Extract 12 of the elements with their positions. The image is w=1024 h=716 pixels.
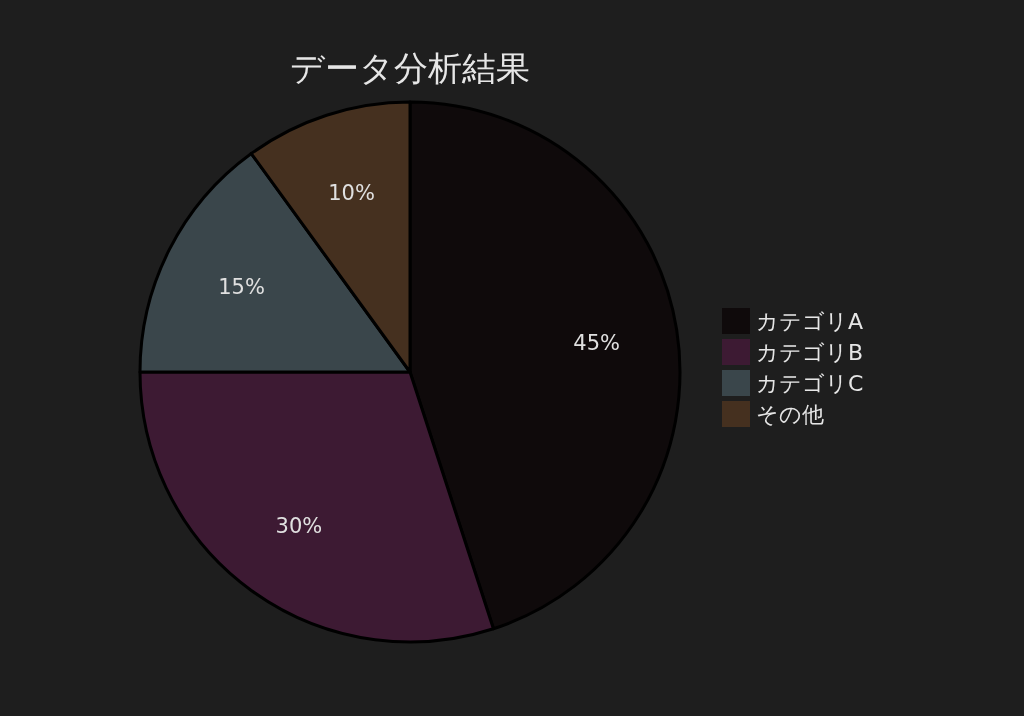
data-label: 10% [328,181,375,206]
legend-label: カテゴリB [756,340,864,365]
legend-label: カテゴリC [756,371,864,396]
data-label: 30% [275,513,323,538]
data-label: 15% [218,275,265,300]
data-label: 45% [573,331,621,356]
pie-slice [138,370,495,643]
pie-slice [408,100,682,631]
chart-title: データ分析結果 [290,48,530,88]
pie-slice [138,152,412,374]
legend-label: カテゴリA [756,309,864,334]
legend-label: その他 [756,402,824,427]
